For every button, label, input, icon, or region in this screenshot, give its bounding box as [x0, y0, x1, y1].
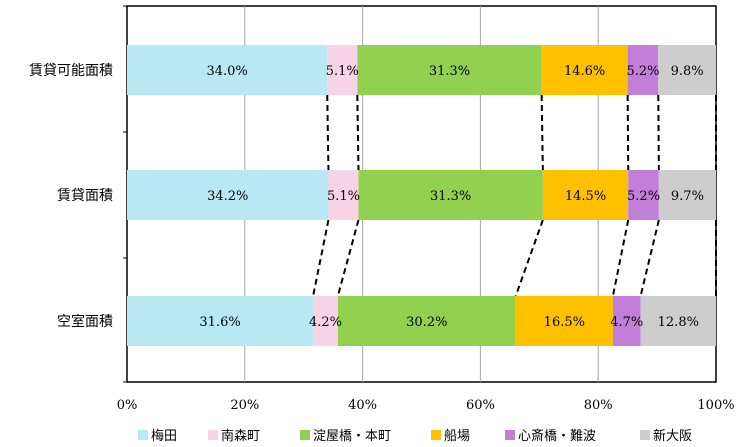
- data-label: 31.6%: [199, 315, 240, 330]
- series-connector: [639, 219, 660, 297]
- legend-swatch: [431, 430, 441, 440]
- bar-segment: [658, 170, 716, 220]
- bar-segment: [127, 296, 314, 346]
- data-label: 14.6%: [564, 64, 605, 79]
- bar-segment: [127, 45, 328, 95]
- data-label: 34.2%: [207, 189, 248, 204]
- legend-label: 船場: [444, 429, 470, 444]
- data-label: 4.2%: [309, 315, 342, 330]
- legend-label: 心斎橋・難波: [518, 428, 596, 444]
- legend-swatch: [300, 430, 310, 440]
- bar-segment: [612, 296, 641, 346]
- bar-segment: [127, 170, 329, 220]
- x-tick-label: 0%: [117, 398, 138, 413]
- bar-segment: [328, 170, 359, 220]
- bar-segment: [515, 296, 613, 346]
- data-label: 5.2%: [626, 64, 659, 79]
- data-label: 16.5%: [544, 315, 585, 330]
- data-label: 31.3%: [429, 64, 470, 79]
- bar-segment: [542, 170, 629, 220]
- data-label: 5.1%: [326, 64, 359, 79]
- bar-segment: [628, 170, 659, 220]
- legend-label: 淀屋橋・本町: [313, 429, 391, 444]
- series-connector: [657, 94, 660, 171]
- data-label: 34.0%: [206, 64, 247, 79]
- series-connector: [514, 219, 544, 297]
- category-label: 空室面積: [57, 313, 113, 330]
- bar-segment: [658, 45, 716, 95]
- series-connector: [540, 94, 544, 171]
- bars: [127, 45, 716, 346]
- series-connector: [626, 94, 630, 171]
- series-connector: [356, 94, 360, 171]
- legend-swatch: [138, 430, 148, 440]
- category-label: 賃貸面積: [57, 188, 113, 204]
- x-tick-label: 80%: [584, 398, 613, 413]
- bar-segment: [541, 45, 628, 95]
- data-label: 9.8%: [671, 64, 704, 79]
- legend-label: 新大阪: [653, 428, 692, 444]
- series-connector: [336, 219, 360, 297]
- bar-segment: [357, 45, 542, 95]
- data-label: 12.8%: [658, 315, 699, 330]
- series-connector: [611, 219, 630, 297]
- legend-swatch: [208, 430, 218, 440]
- x-tick-label: 60%: [466, 398, 495, 413]
- x-tick-label: 100%: [697, 398, 734, 413]
- data-label: 30.2%: [406, 315, 447, 330]
- data-label: 4.7%: [610, 315, 643, 330]
- legend-label: 梅田: [151, 429, 177, 444]
- data-label: 5.1%: [327, 189, 360, 204]
- bar-segment: [627, 45, 659, 95]
- x-tick-label: 40%: [348, 398, 377, 413]
- legend-swatch: [505, 430, 515, 440]
- bar-segment: [358, 170, 543, 220]
- legend-swatch: [640, 430, 650, 440]
- data-labels: 34.0% 5.1% 31.3% 14.6% 5.2% 9.8% 34.2% 5.1% 31.3…: [199, 64, 704, 330]
- bar-segment: [337, 296, 516, 346]
- x-tick-label: 20%: [230, 398, 259, 413]
- data-label: 31.3%: [430, 189, 471, 204]
- data-label: 14.5%: [565, 189, 606, 204]
- legend-label: 南森町: [221, 428, 260, 444]
- bar-segment: [313, 296, 338, 346]
- data-label: 5.2%: [627, 189, 660, 204]
- bar-segment: [327, 45, 358, 95]
- data-label: 9.7%: [671, 189, 704, 204]
- series-connectors: [312, 94, 717, 297]
- series-connector: [312, 219, 330, 297]
- bar-segment: [640, 296, 716, 346]
- category-label: 賃貸可能面積: [29, 63, 113, 79]
- series-connector: [326, 94, 330, 171]
- legend: 梅田 南森町 淀屋橋・本町 船場 心斎橋・難波 新大阪: [138, 428, 692, 444]
